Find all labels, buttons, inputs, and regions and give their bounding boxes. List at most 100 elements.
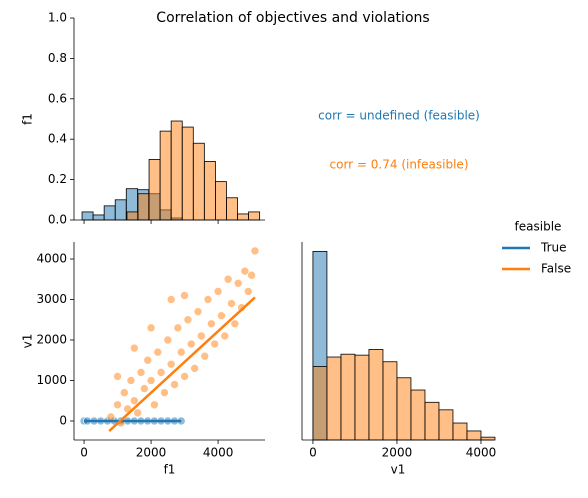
y-tick-label: 1000 xyxy=(36,373,67,387)
scatter-point xyxy=(190,364,199,373)
scatter-point xyxy=(227,299,236,308)
scatter-point xyxy=(143,355,153,365)
annotation: corr = undefined (feasible) xyxy=(318,109,480,123)
x-tick-label: 4000 xyxy=(466,446,497,460)
histogram-bar xyxy=(340,353,356,441)
histogram-bar xyxy=(396,377,412,441)
y-tick-label: 0.4 xyxy=(48,132,67,146)
x-tick-label: 0 xyxy=(309,446,317,460)
histogram-bar xyxy=(114,199,127,221)
y-tick-label: 0.2 xyxy=(48,172,67,186)
histogram-bar xyxy=(92,214,105,221)
scatter-point xyxy=(213,287,223,296)
y-tick-label: 0.8 xyxy=(48,51,67,65)
scatter-point xyxy=(243,287,253,296)
histogram-bar xyxy=(466,430,482,441)
histogram-bar xyxy=(248,211,261,221)
histogram-bar xyxy=(312,366,328,441)
scatter-point xyxy=(176,347,186,357)
scatter-point xyxy=(203,295,213,304)
histogram-bar xyxy=(382,361,398,441)
scatter-point xyxy=(230,319,240,329)
fit-line xyxy=(108,296,256,433)
histogram-bar xyxy=(192,142,205,221)
histogram-bar xyxy=(410,389,426,441)
histogram-bar xyxy=(159,130,172,221)
x-tick-label: 0 xyxy=(80,446,88,460)
scatter-point xyxy=(163,335,173,345)
scatter-point xyxy=(140,384,149,393)
x-axis-label: f1 xyxy=(164,463,176,477)
histogram-bar xyxy=(326,356,342,441)
scatter-point xyxy=(180,372,189,381)
scatter-point xyxy=(113,372,122,381)
scatter-point xyxy=(126,376,136,385)
scatter-point xyxy=(200,351,209,361)
scatter-point xyxy=(180,291,189,300)
scatter-point xyxy=(220,331,230,341)
histogram-bar xyxy=(126,211,139,221)
scatter-point xyxy=(250,246,260,256)
x-axis-label: v1 xyxy=(391,463,406,477)
y-axis-label: f1 xyxy=(21,113,35,125)
histogram-bar xyxy=(368,349,384,441)
histogram-bar xyxy=(237,213,249,221)
x-tick-label: 2000 xyxy=(382,446,413,460)
histogram-bar xyxy=(452,422,468,441)
legend-title: feasible xyxy=(515,220,562,234)
legend-label: True xyxy=(540,241,567,255)
scatter-point xyxy=(119,388,129,397)
scatter-point xyxy=(130,396,139,406)
x-tick-label: 2000 xyxy=(136,446,167,460)
scatter-point xyxy=(207,319,216,329)
histogram-bar xyxy=(226,197,238,221)
scatter-point xyxy=(170,380,179,389)
scatter-point xyxy=(193,307,203,316)
x-tick-label: 4000 xyxy=(203,446,234,460)
histogram-bar xyxy=(424,401,440,441)
scatter-point xyxy=(223,274,233,284)
scatter-point xyxy=(156,368,166,377)
histogram-bar xyxy=(480,436,496,441)
scatter-point xyxy=(233,279,243,288)
scatter-point xyxy=(186,339,196,349)
y-tick-label: 3000 xyxy=(36,292,67,306)
y-axis-label: v1 xyxy=(21,334,35,349)
histogram-bar xyxy=(170,120,183,221)
scatter-point xyxy=(240,266,250,276)
scatter-point xyxy=(133,408,142,418)
y-tick-label: 4000 xyxy=(36,252,67,266)
legend-label: False xyxy=(541,262,571,276)
histogram-bar xyxy=(215,181,227,221)
scatter-point xyxy=(150,400,159,410)
histogram-bar xyxy=(103,205,116,221)
chart-title: Correlation of objectives and violations xyxy=(156,10,429,26)
scatter-point xyxy=(130,343,139,353)
scatter-point xyxy=(166,359,176,369)
y-tick-label: 0.6 xyxy=(48,91,67,105)
y-tick-label: 1.0 xyxy=(48,11,67,25)
scatter-point xyxy=(173,323,183,333)
scatter-point xyxy=(136,368,146,377)
scatter-point xyxy=(160,388,169,397)
y-tick-label: 0 xyxy=(59,413,67,427)
scatter-point xyxy=(146,323,156,333)
histogram-bar xyxy=(81,211,94,221)
scatter-point xyxy=(146,376,156,385)
histogram-bar xyxy=(137,193,150,221)
y-tick-label: 0.0 xyxy=(48,213,67,227)
histogram-bar xyxy=(354,354,370,441)
y-tick-label: 2000 xyxy=(36,332,67,346)
histogram-bar xyxy=(203,161,216,221)
scatter-point xyxy=(183,315,193,325)
scatter-point xyxy=(217,311,226,320)
scatter-point xyxy=(210,339,220,349)
scatter-point xyxy=(113,400,122,410)
histogram-bar xyxy=(148,158,161,221)
histogram-bar xyxy=(438,409,454,441)
annotation: corr = 0.74 (infeasible) xyxy=(330,158,469,172)
scatter-point xyxy=(153,347,163,357)
scatter-point xyxy=(166,295,176,304)
scatter-point xyxy=(247,270,256,280)
